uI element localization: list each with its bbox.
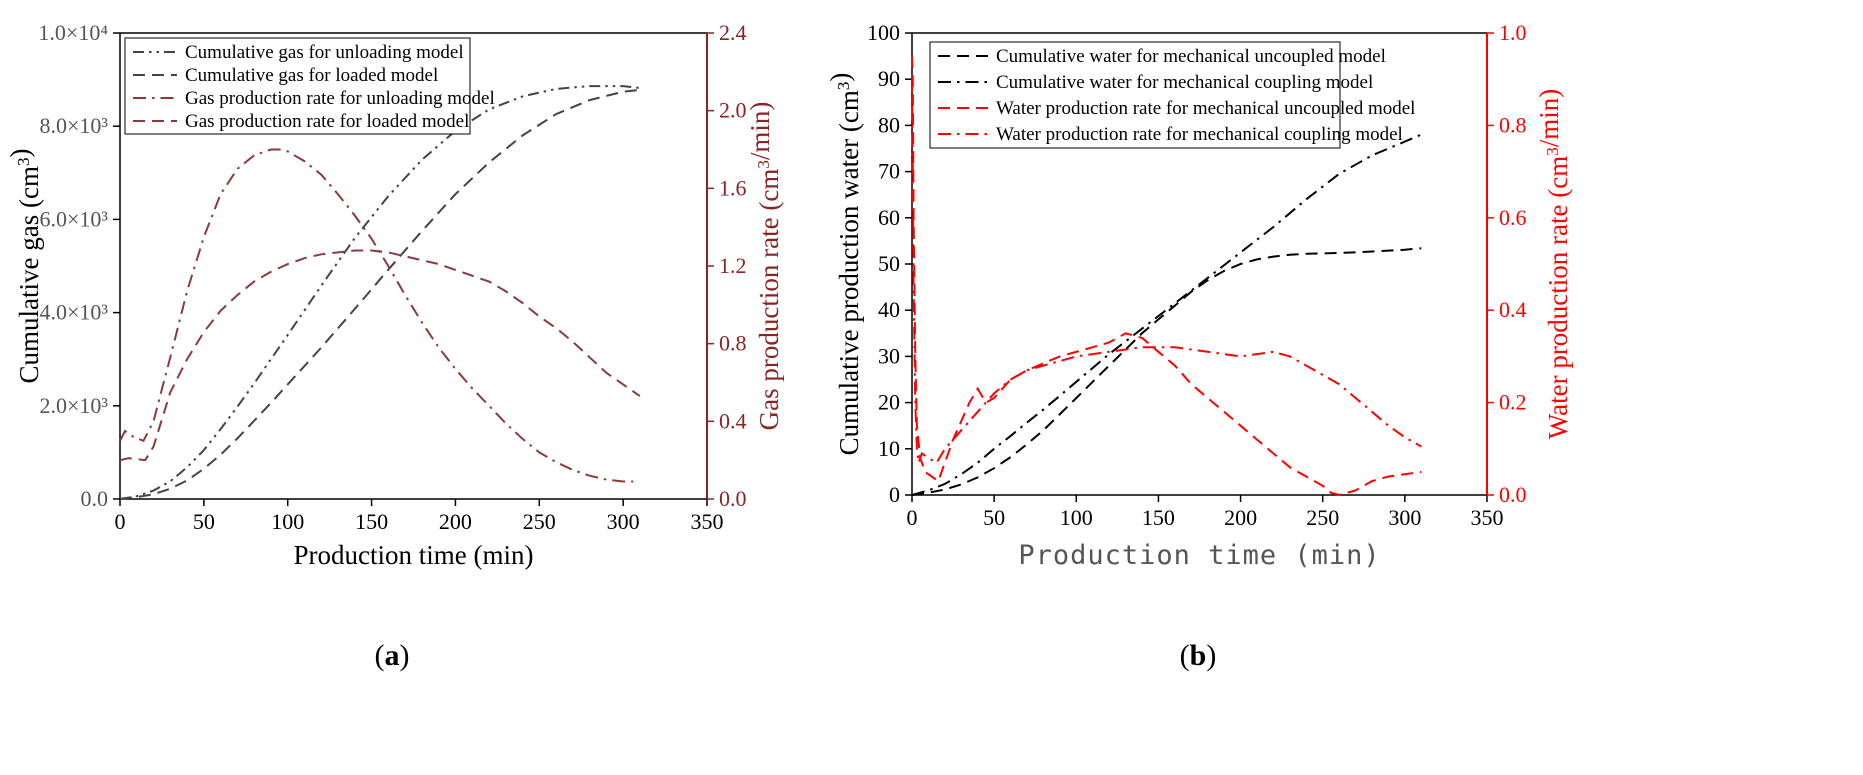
x-axis-label: Production time (min) <box>294 540 534 570</box>
y-left-tick-label: 50 <box>878 251 900 276</box>
legend-box <box>124 37 471 135</box>
y-right-tick-label: 2.0 <box>719 98 747 123</box>
y-right-tick-label: 1.6 <box>719 175 747 200</box>
y-right-tick-label: 2.4 <box>719 20 747 45</box>
legend-label: Cumulative water for mechanical coupling… <box>996 72 1373 93</box>
legend-box <box>929 41 1341 149</box>
y-left-tick-label: 10 <box>878 436 900 461</box>
x-tick-label: 350 <box>1471 505 1504 530</box>
y-left-tick-label: 40 <box>878 297 900 322</box>
legend-label: Cumulative gas for unloading model <box>185 42 464 63</box>
y-left-tick-label: 6.0×10³ <box>39 206 108 231</box>
x-tick-label: 350 <box>691 509 724 534</box>
series-line-4 <box>911 79 1422 465</box>
y-right-tick-label: 0.6 <box>1499 205 1527 230</box>
legend: Cumulative gas for unloading modelCumula… <box>124 37 495 135</box>
series-line-1 <box>119 85 641 500</box>
series-line-2 <box>119 88 641 500</box>
y-right-tick-label: 0.4 <box>719 408 747 433</box>
x-tick-label: 300 <box>1388 505 1421 530</box>
series-line-3 <box>119 148 634 483</box>
x-axis-label: Production time (min) <box>1018 540 1380 571</box>
y-left-tick-label: 1.0×10⁴ <box>38 20 108 45</box>
y-left-tick-label: 30 <box>878 343 900 368</box>
x-tick-label: 100 <box>1060 505 1093 530</box>
y-right-tick-label: 0.2 <box>1499 390 1527 415</box>
series-line-4 <box>119 249 641 462</box>
y-right-axis-label: Gas production rate (cm3/min) <box>745 102 784 431</box>
legend-label: Gas production rate for loaded model <box>185 111 469 132</box>
legend-label: Gas production rate for unloading model <box>185 88 495 109</box>
chart-panel-a: 0 50 100 150 200 250 300 3500.02.0×10³4.0×10³6.… <box>5 20 784 672</box>
x-tick-label: 150 <box>355 509 388 534</box>
x-tick-label: 50 <box>193 509 215 534</box>
legend-label: Cumulative water for mechanical uncouple… <box>996 46 1386 67</box>
y-left-tick-label: 0 <box>889 482 900 507</box>
x-tick-label: 100 <box>271 509 304 534</box>
y-left-tick-label: 60 <box>878 205 900 230</box>
x-tick-label: 150 <box>1142 505 1175 530</box>
y-left-tick-label: 100 <box>867 20 900 45</box>
y-left-tick-label: 70 <box>878 159 900 184</box>
chart-panel-b: 0 50 100 150 200 250 300 350 0 10 20 30 40 50 60 70 80 90… <box>825 20 1573 672</box>
legend-label: Water production rate for mechanical cou… <box>996 124 1403 145</box>
y-left-tick-label: 80 <box>878 112 900 137</box>
y-left-tick-label: 90 <box>878 66 900 91</box>
series-line-1 <box>911 247 1422 496</box>
x-tick-label: 250 <box>523 509 556 534</box>
y-right-axis-label: Water production rate (cm3/min) <box>1534 89 1573 439</box>
y-left-tick-label: 8.0×10³ <box>39 113 108 138</box>
y-left-axis-label: Cumulative production water (cm3) <box>825 73 864 456</box>
panel-label: (a) <box>375 639 410 672</box>
y-right-tick-label: 0.0 <box>719 486 747 511</box>
x-tick-label: 200 <box>439 509 472 534</box>
x-tick-label: 300 <box>607 509 640 534</box>
y-right-tick-label: 0.0 <box>1499 482 1527 507</box>
y-left-tick-label: 4.0×10³ <box>39 300 108 325</box>
y-left-tick-label: 0.0 <box>81 486 109 511</box>
x-tick-label: 0 <box>907 505 918 530</box>
y-right-tick-label: 0.4 <box>1499 297 1527 322</box>
x-tick-label: 0 <box>115 509 126 534</box>
series-line-3 <box>911 56 1422 497</box>
y-right-tick-label: 1.2 <box>719 253 747 278</box>
series-line-2 <box>911 133 1422 496</box>
panel-label: (b) <box>1180 639 1217 672</box>
y-right-tick-label: 0.8 <box>719 331 747 356</box>
x-tick-label: 200 <box>1224 505 1257 530</box>
y-left-axis-label: Cumulative gas (cm3) <box>5 149 44 384</box>
x-tick-label: 250 <box>1306 505 1339 530</box>
legend-label: Cumulative gas for loaded model <box>185 65 438 86</box>
y-right-tick-label: 1.0 <box>1499 20 1527 45</box>
x-tick-label: 50 <box>983 505 1005 530</box>
y-left-tick-label: 2.0×10³ <box>39 393 108 418</box>
y-right-tick-label: 0.8 <box>1499 112 1527 137</box>
y-left-tick-label: 20 <box>878 390 900 415</box>
legend-label: Water production rate for mechanical unc… <box>996 98 1415 119</box>
legend: Cumulative water for mechanical uncouple… <box>929 41 1415 149</box>
